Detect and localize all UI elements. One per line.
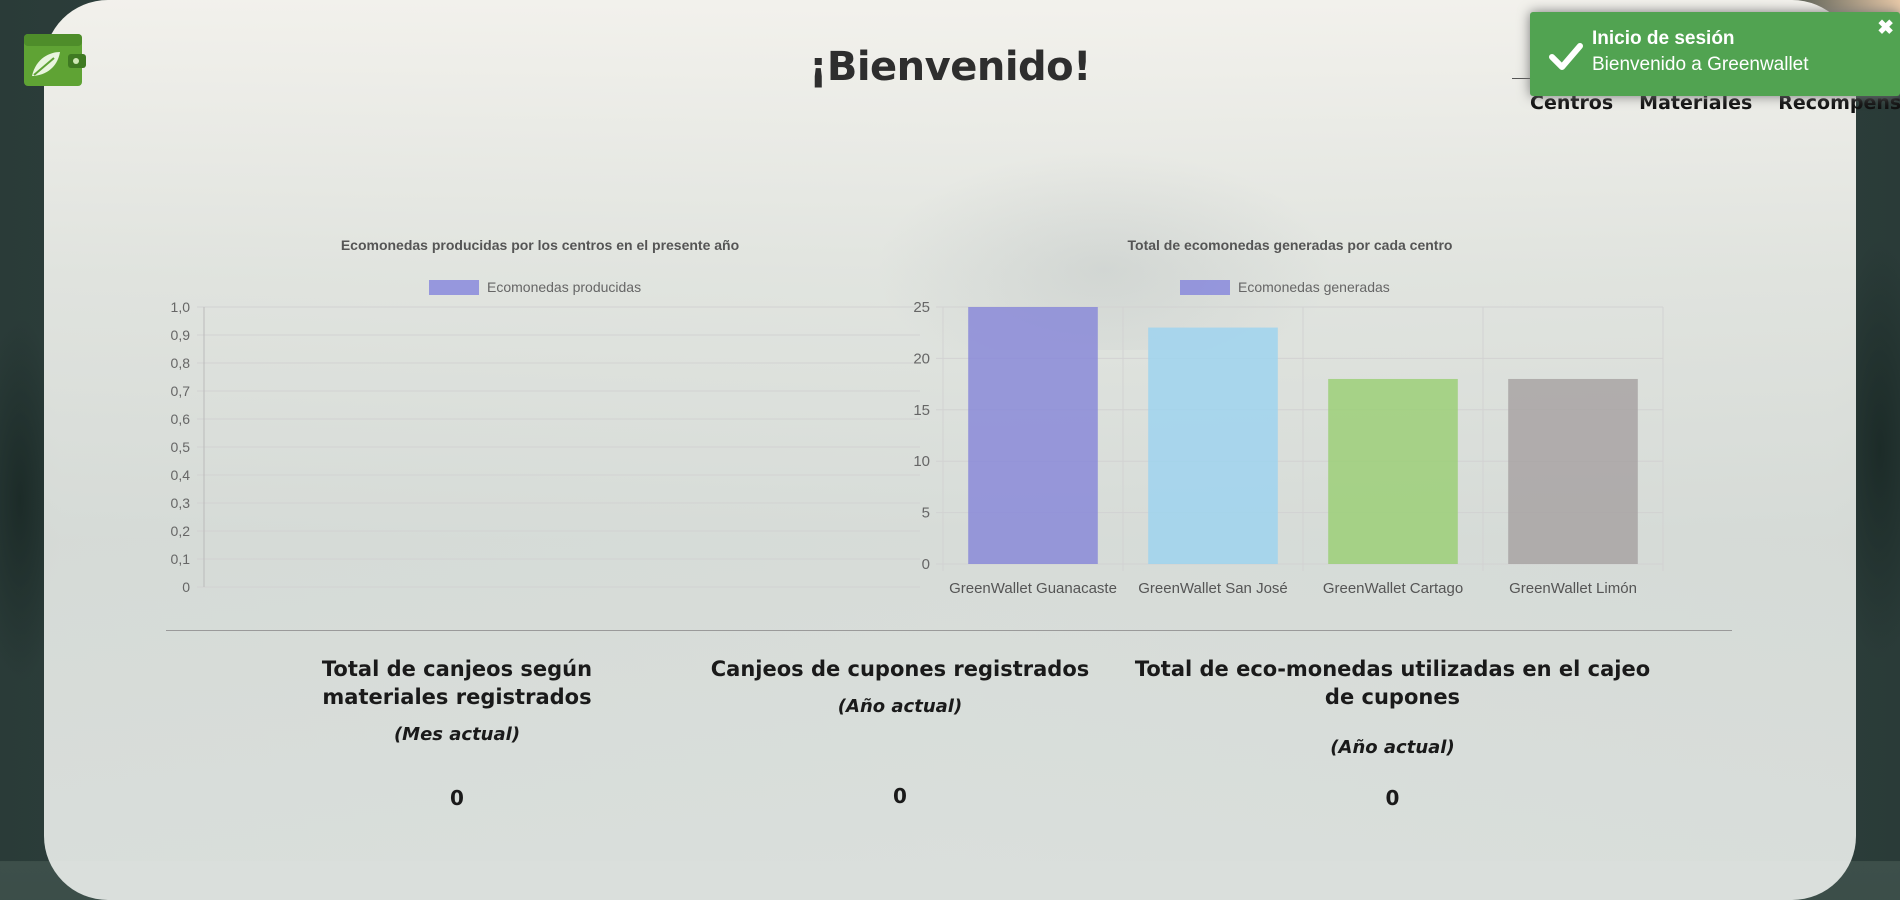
stat-ecomonedas-title: Total de eco-monedas utilizadas en el ca… <box>1134 657 1651 709</box>
chart2-title: Total de ecomonedas generadas por cada c… <box>1127 237 1453 253</box>
nav-item-materiales[interactable]: Materiales <box>1639 92 1753 114</box>
section-divider <box>166 630 1732 631</box>
chart2-ytick: 25 <box>913 299 930 316</box>
chart2-legend-swatch <box>1180 279 1230 295</box>
chart2-bar <box>968 307 1098 564</box>
chart2-ytick: 20 <box>913 350 930 367</box>
chart1-legend[interactable]: Ecomonedas producidas <box>429 279 641 295</box>
chart1-legend-swatch <box>429 279 479 295</box>
stat-cupones-subtitle: (Año actual) <box>837 696 963 717</box>
nav-item-centros[interactable]: Centros <box>1530 92 1614 114</box>
chart2-ytick: 0 <box>922 556 930 573</box>
chart1-legend-label: Ecomonedas producidas <box>487 279 642 295</box>
chart1-title: Ecomonedas producidas por los centros en… <box>340 237 740 253</box>
chart1-ytick: 0,7 <box>171 383 191 399</box>
login-toast[interactable]: Inicio de sesión Bienvenido a Greenwalle… <box>1530 12 1900 96</box>
chart1-ytick: 0,3 <box>171 495 191 511</box>
close-icon[interactable]: ✖ <box>1877 17 1894 39</box>
chart2-ytick: 10 <box>913 453 930 470</box>
stat-ecomonedas-subtitle: (Año actual) <box>1330 737 1455 758</box>
wallet-leaf-icon[interactable] <box>22 28 86 90</box>
chart2-xtick: GreenWallet Guanacaste <box>949 580 1117 597</box>
chart2-xtick: GreenWallet Cartago <box>1323 580 1463 597</box>
chart1-ytick: 0,6 <box>171 411 191 427</box>
chart2-plot: 25 20 15 10 5 0 GreenWallet Guanacaste GreenWal… <box>913 299 1664 597</box>
chart1-ytick: 0,5 <box>171 439 191 455</box>
chart2-ytick: 15 <box>913 402 930 419</box>
stat-materiales-title: Total de canjeos según materiales regist… <box>321 657 593 709</box>
stat-materiales-subtitle: (Mes actual) <box>393 724 521 745</box>
chart2-legend-label: Ecomonedas generadas <box>1238 279 1390 295</box>
background-mountain <box>874 150 1334 350</box>
stat-ecomonedas-value: 0 <box>1385 786 1400 810</box>
chart1-ytick: 0 <box>182 579 190 595</box>
chart1-ytick: 0,1 <box>171 551 191 567</box>
chart1-ytick: 0,9 <box>171 327 191 343</box>
stat-cupones-value: 0 <box>893 784 907 808</box>
chart1-ytick: 0,4 <box>171 467 191 483</box>
check-icon <box>1549 43 1583 70</box>
toast-message: Bienvenido a Greenwallet <box>1592 54 1809 75</box>
chart1-ytick: 1,0 <box>171 299 191 315</box>
chart1-ytick: 0,8 <box>171 355 191 371</box>
main-nav: Centros Materiales Recompensas <box>1530 92 1900 114</box>
nav-item-recompensas[interactable]: Recompensas <box>1778 92 1900 114</box>
chart1-ytick: 0,2 <box>171 523 191 539</box>
page-title: ¡Bienvenido! <box>809 44 1091 90</box>
chart1-plot: 1,0 0,9 0,8 0,7 0,6 0,5 0,4 0,3 0,2 0,1 0 <box>171 299 920 595</box>
toast-title: Inicio de sesión <box>1592 28 1735 49</box>
chart2-bar <box>1508 378 1638 564</box>
stat-cupones-title: Canjeos de cupones registrados <box>710 657 1090 681</box>
chart2-bar <box>1148 327 1278 564</box>
chart2-bar <box>1328 378 1458 564</box>
chart2-xtick: GreenWallet San José <box>1138 580 1288 597</box>
chart2-ytick: 5 <box>922 505 930 522</box>
chart2-xtick: GreenWallet Limón <box>1509 580 1637 597</box>
stat-materiales-value: 0 <box>450 786 464 810</box>
chart2-legend[interactable]: Ecomonedas generadas <box>1180 279 1390 295</box>
